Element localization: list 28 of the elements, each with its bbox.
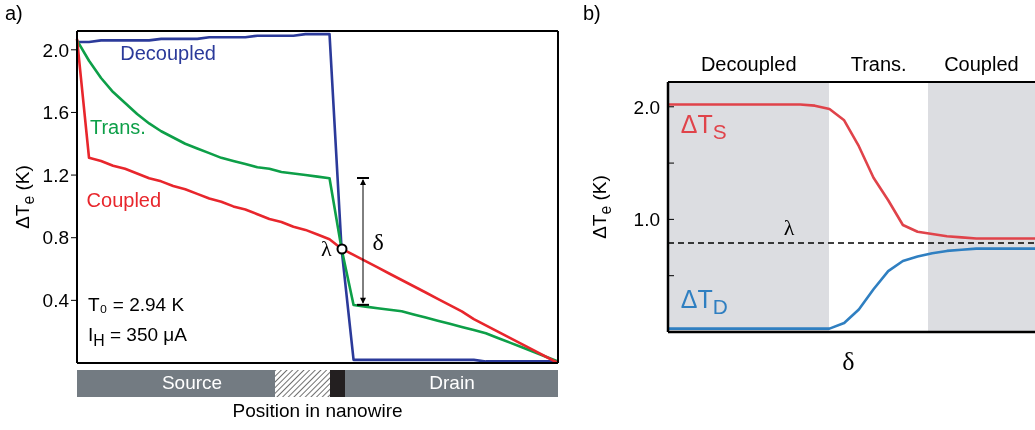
y-tick-label: 0.8 [42,227,69,249]
series-label: Decoupled [120,41,216,65]
annotation: T₀ = 2.94 K [88,294,185,316]
line-series [666,247,1035,330]
y-tick-label: 2.0 [633,96,660,118]
series-label: ΔT$_{S}$ [680,110,727,144]
text: Decoupled [700,52,797,76]
text: Drain [429,372,475,394]
ref-line-label: λ [783,215,795,242]
x-axis-title: δ [842,347,855,377]
line-series [666,103,1035,240]
text: Source [161,372,223,394]
y-tick-label: 1.2 [42,164,69,186]
series-label: Trans. [89,115,146,139]
text: Coupled [944,52,1019,76]
chart-title: a) [5,2,23,25]
annotation: δ [372,228,384,256]
series-label: ΔT$_{D}$ [680,285,728,319]
y-tick-label: 1.6 [42,102,69,124]
y-tick-label: 1.0 [633,209,660,231]
text: Trans. [850,52,907,76]
y-tick-label: 2.0 [42,39,69,61]
series-label: Coupled [86,188,162,212]
y-tick-label: 0.4 [42,290,70,312]
x-axis-title: Position in nanowire [232,400,403,422]
annotation: λ [320,235,332,262]
chart-title: b) [583,2,601,25]
annotation: I$_{H}$ = 350 μA [88,324,187,350]
